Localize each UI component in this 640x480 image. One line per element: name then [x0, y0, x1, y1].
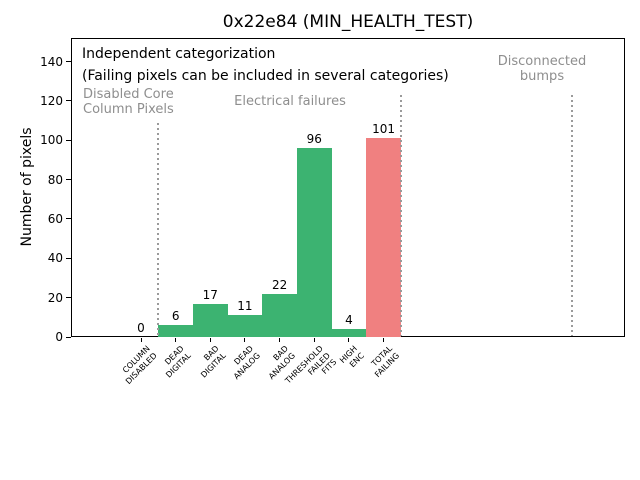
- x-tick-label-dead-analog: DEAD ANALOG: [231, 344, 263, 381]
- x-tick: [209, 338, 211, 342]
- y-tick: [66, 257, 71, 259]
- x-tick-label-bad-digital: BAD DIGITAL: [198, 344, 228, 380]
- bar-value-label-high-enc: 4: [345, 313, 353, 328]
- bar-dead-analog: [227, 315, 263, 337]
- bar-value-label-dead-analog: 11: [237, 299, 253, 314]
- region-label-disabled-core-column-pixels: Disabled Core Column Pixels: [83, 87, 174, 117]
- x-tick: [313, 338, 315, 342]
- chart-title: 0x22e84 (MIN_HEALTH_TEST): [222, 12, 474, 32]
- y-tick: [66, 297, 71, 299]
- bar-value-label-threshold-failed-fits: 96: [306, 132, 322, 147]
- y-tick-label: 80: [47, 172, 63, 187]
- x-tick-label-high-enc: HIGH ENC: [338, 344, 366, 369]
- bar-threshold-failed-fits: [296, 148, 332, 337]
- bar-value-label-dead-digital: 6: [171, 309, 180, 324]
- y-tick: [66, 139, 71, 141]
- bar-bad-digital: [192, 303, 228, 337]
- bar-value-label-column-disabled: 0: [137, 321, 145, 335]
- y-tick: [66, 61, 71, 63]
- bar-high-enc: [331, 329, 367, 337]
- y-tick-label: 0: [55, 330, 63, 344]
- x-tick: [279, 338, 281, 342]
- y-tick-label: 20: [47, 290, 63, 305]
- y-tick-label: 100: [40, 133, 63, 148]
- bar-bad-analog: [262, 293, 297, 337]
- category-separator-line: [399, 95, 402, 336]
- y-tick-label: 40: [47, 251, 63, 266]
- y-tick-label: 120: [40, 93, 63, 108]
- y-tick-label: 140: [40, 54, 63, 69]
- plot-area: [71, 38, 625, 337]
- bar-value-label-total-failing: 101: [372, 122, 395, 137]
- x-tick: [244, 338, 246, 342]
- y-tick: [66, 179, 71, 181]
- category-separator-line: [571, 95, 574, 336]
- annotation-failing-pixels-note: (Failing pixels can be included in sever…: [82, 68, 449, 84]
- y-tick: [66, 100, 71, 102]
- x-tick-label-column-disabled: COLUMN DISABLED: [120, 344, 159, 386]
- bar-value-label-bad-analog: 22: [271, 277, 288, 292]
- category-separator-line: [157, 123, 160, 336]
- region-label-electrical-failures: Electrical failures: [234, 94, 346, 109]
- y-tick: [66, 218, 71, 220]
- x-tick: [140, 338, 142, 342]
- y-tick: [66, 336, 71, 338]
- x-tick-label-total-failing: TOTAL FAILING: [369, 344, 401, 379]
- x-tick-label-dead-digital: DEAD DIGITAL: [163, 344, 193, 380]
- annotation-independent-categorization: Independent categorization: [82, 46, 276, 62]
- bar-value-label-bad-digital: 17: [202, 287, 218, 302]
- bar-dead-digital: [158, 325, 193, 337]
- region-label-disconnected-bumps: Disconnected bumps: [497, 54, 587, 84]
- x-tick: [348, 338, 350, 342]
- y-tick-label: 60: [47, 211, 63, 226]
- x-tick: [383, 338, 385, 342]
- bar-total-failing: [366, 138, 401, 337]
- x-tick: [175, 338, 177, 342]
